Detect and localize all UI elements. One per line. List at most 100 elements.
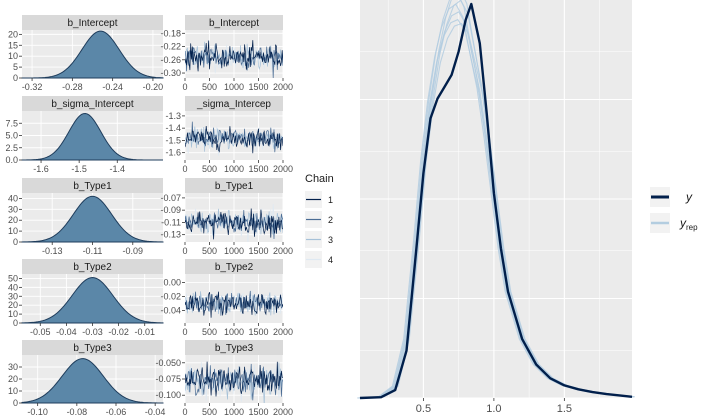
facet-strip	[22, 96, 163, 111]
y-tick-label: 10	[8, 386, 18, 396]
chain-legend-label: 4	[328, 255, 333, 265]
y-tick-label: -0.30	[160, 68, 181, 78]
density-area	[21, 30, 164, 79]
yrep-legend-main: y	[679, 216, 687, 230]
trace-line-chain-2	[185, 209, 283, 240]
facet-title: b_Intercept	[67, 18, 117, 29]
x-tick-label: -0.11	[83, 246, 103, 256]
facet-title: _sigma_Intercep	[196, 99, 271, 110]
density-area	[21, 112, 163, 161]
facet-strip	[185, 178, 283, 193]
density-area	[21, 277, 164, 324]
y-tick-label: 2.5	[5, 143, 18, 153]
y-tick-label: -0.26	[160, 55, 181, 65]
y-tick-label: 10	[8, 226, 18, 236]
x-tick-label: 1500	[248, 246, 268, 256]
density-area	[21, 195, 164, 243]
trace-line-chain-2	[185, 121, 283, 153]
ppc-panel: 0.5 1.0 1.5	[357, 0, 635, 415]
facet-strip	[22, 259, 163, 274]
x-tick-label: 1000	[224, 327, 244, 337]
trace-panel-6: _sigma_Intercep 0 500 1000 1500 2000 -1.3 -1.4 -…	[165, 96, 293, 174]
x-tick-label: -0.10	[27, 407, 48, 417]
x-tick-label: 500	[202, 327, 217, 337]
x-tick-label: 2000	[273, 82, 293, 92]
x-tick-label: -1.6	[33, 164, 49, 174]
x-tick-label: -0.04	[145, 407, 166, 417]
y-tick-label: 0.00	[163, 277, 181, 287]
x-tick-label: -0.06	[106, 407, 127, 417]
x-tick-label: 500	[202, 164, 217, 174]
y-tick-label: -0.13	[160, 230, 181, 240]
x-tick-label: 0	[182, 82, 187, 92]
x-tick-label: -0.01	[134, 327, 155, 337]
y-tick-label: 50	[8, 273, 18, 283]
trace-line-chain-1	[185, 40, 283, 72]
x-tick-label: -0.28	[62, 82, 83, 92]
x-tick-label: -1.4	[110, 164, 126, 174]
x-tick-label: 1500	[248, 407, 268, 417]
trace-panel-5: b_Intercept 0 500 1000 1500 2000 -0.18 -0.22 -0.…	[160, 15, 293, 92]
x-tick-label: -0.32	[22, 82, 43, 92]
y-tick-label: -0.11	[161, 217, 181, 227]
facet-title: b_Type1	[73, 181, 112, 192]
facet-strip	[22, 15, 163, 30]
y-tick-label: 40	[8, 193, 18, 203]
y-tick-label: -0.04	[160, 305, 181, 315]
density-panel-4: b_Type3 -0.10 -0.08 -0.06 -0.04 0 10 20 30	[8, 340, 165, 417]
x-tick-label: 2000	[273, 327, 293, 337]
ppc-x-tick-label: 1.0	[486, 403, 501, 415]
x-tick-label: 0	[182, 327, 187, 337]
trace-panel-9: b_Type3 0 500 1000 1500 2000 -0.050 -0.075 -0.10…	[155, 340, 293, 417]
facet-title: b_Type2	[73, 262, 112, 273]
x-tick-label: -0.09	[123, 246, 144, 256]
y-tick-label: -0.02	[160, 291, 181, 301]
facet-title: b_Type1	[215, 181, 254, 192]
y-tick-label: 5	[13, 62, 18, 72]
facet-strip	[22, 340, 163, 355]
x-tick-label: 0	[182, 407, 187, 417]
density-panel-1: b_sigma_Intercept -1.6 -1.5 -1.4 0.0 2.5 5.0 7.…	[5, 96, 163, 174]
facet-strip	[185, 96, 283, 111]
chain-legend-title: Chain	[305, 173, 334, 185]
y-tick-label: 7.5	[5, 118, 18, 128]
y-tick-label: 0	[13, 73, 18, 83]
y-tick-label: 10	[8, 309, 18, 319]
facet-title: b_Type3	[73, 343, 112, 354]
y-tick-label: 0	[13, 318, 18, 328]
x-tick-label: 1000	[224, 246, 244, 256]
trace-panel-7: b_Type1 0 500 1000 1500 2000 -0.07 -0.09 -0.11 -0…	[160, 178, 293, 256]
y-tick-label: -0.18	[160, 28, 181, 38]
y-tick-label: -0.100	[155, 390, 181, 400]
density-panel-3: b_Type2 -0.05 -0.04 -0.03 -0.02 -0.01 01020304…	[8, 259, 164, 337]
x-tick-label: -0.08	[67, 407, 88, 417]
y-tick-label: -1.3	[165, 111, 181, 121]
x-tick-label: 2000	[273, 164, 293, 174]
x-tick-label: -0.20	[143, 82, 164, 92]
yrep-legend-subscript: rep	[686, 223, 698, 232]
x-tick-label: 1500	[248, 164, 268, 174]
trace-line-chain-3	[185, 126, 283, 152]
y-tick-label: -0.07	[160, 193, 181, 203]
x-tick-label: 1000	[224, 164, 244, 174]
x-tick-label: 500	[202, 82, 217, 92]
x-tick-label: 0	[182, 164, 187, 174]
y-tick-label: -0.09	[160, 205, 181, 215]
x-tick-label: -0.13	[42, 246, 63, 256]
trace-line-chain-1	[185, 208, 283, 240]
chain-legend: Chain 1 2 3 4	[305, 173, 334, 268]
trace-line-chain-1	[185, 361, 283, 397]
x-tick-label: 2000	[273, 407, 293, 417]
facet-title: b_Type2	[215, 262, 254, 273]
x-tick-label: 1000	[224, 82, 244, 92]
y-tick-label: 20	[8, 374, 18, 384]
x-tick-label: -0.02	[108, 327, 129, 337]
y-tick-label: -0.050	[155, 358, 181, 368]
y-tick-label: 5.0	[5, 131, 18, 141]
y-tick-label: -1.5	[165, 135, 181, 145]
ppc-x-tick-label: 1.5	[557, 403, 572, 415]
facet-strip	[185, 259, 283, 274]
